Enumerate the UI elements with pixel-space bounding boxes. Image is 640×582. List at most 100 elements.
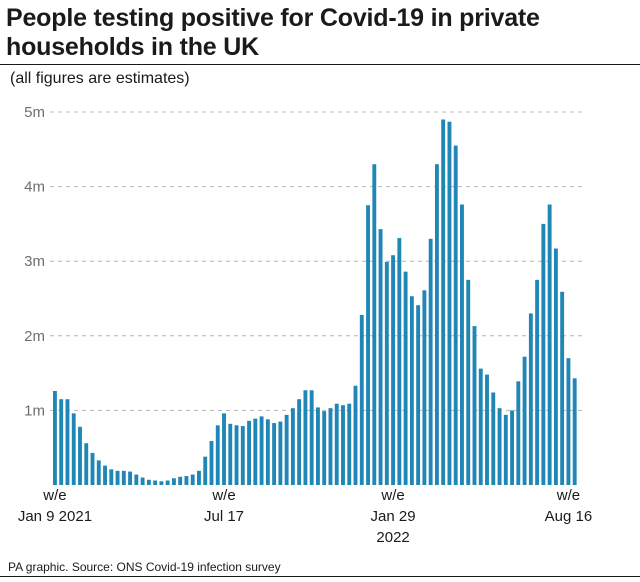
bar: [497, 408, 502, 485]
bar: [265, 419, 270, 485]
bar: [290, 408, 295, 485]
bar: [234, 425, 239, 485]
bar: [441, 119, 446, 486]
bar: [491, 392, 496, 485]
bar: [228, 423, 233, 485]
bar: [121, 470, 126, 485]
bar: [71, 413, 76, 485]
bar: [328, 408, 333, 485]
x-tick-label-line: Jul 17: [204, 508, 244, 525]
bar: [109, 469, 114, 485]
bar: [434, 164, 439, 485]
x-tick-label-line: Jan 29: [371, 508, 416, 525]
bar: [159, 481, 164, 485]
bar: [397, 238, 402, 485]
x-tick-label-line: Jan 9 2021: [18, 508, 92, 525]
bar: [278, 421, 283, 485]
bar: [547, 204, 552, 485]
title-rule: [0, 64, 640, 65]
bar: [447, 121, 452, 485]
bar: [485, 374, 489, 485]
bar: [541, 223, 546, 485]
bar: [566, 358, 571, 485]
x-tick-label: w/e Aug 16: [545, 487, 593, 525]
bar: [259, 416, 264, 485]
bar: [422, 290, 427, 485]
y-tick-label: 1m: [24, 402, 45, 419]
bar: [140, 477, 145, 485]
bar: [146, 479, 151, 485]
bar: [222, 413, 226, 485]
bar: [416, 305, 421, 485]
bar: [115, 470, 120, 485]
bar: [353, 385, 358, 485]
bar: [428, 238, 433, 485]
bar: [384, 261, 389, 485]
y-tick-label: 3m: [24, 253, 45, 270]
y-tick-label: 4m: [24, 179, 45, 196]
bar: [184, 476, 189, 485]
bar: [153, 480, 158, 485]
bar: [309, 390, 314, 485]
bar: [65, 399, 70, 485]
x-tick-label: w/e Jul 17: [204, 487, 244, 525]
bar: [472, 326, 477, 485]
bar: [247, 420, 251, 485]
bar: [103, 465, 107, 485]
bar: [215, 425, 220, 485]
x-tick-label-line: 2022: [376, 529, 409, 546]
bar: [171, 478, 176, 485]
chart-subtitle: (all figures are estimates): [10, 70, 190, 87]
gridlines: [50, 111, 584, 411]
bar: [272, 423, 277, 485]
bar: [572, 378, 577, 485]
bar: [59, 399, 64, 485]
bar: [341, 405, 345, 485]
bar: [128, 471, 133, 485]
chart-title: People testing positive for Covid-19 in …: [6, 4, 540, 61]
bar: [303, 390, 308, 485]
bar: [466, 279, 471, 485]
bar: [366, 205, 370, 485]
bar: [190, 474, 195, 485]
bar: [284, 414, 289, 485]
bar: [535, 279, 540, 485]
bar: [460, 204, 464, 485]
bar: [453, 145, 458, 485]
x-tick-label-line: w/e: [380, 487, 404, 504]
bar: [510, 410, 514, 485]
x-tick-label-line: w/e: [211, 487, 235, 504]
y-tick-label: 5m: [24, 104, 45, 121]
bar: [478, 368, 483, 485]
bar: [134, 474, 139, 485]
x-tick-label-line: Aug 16: [545, 508, 593, 525]
bar: [347, 403, 352, 485]
bar: [378, 229, 383, 485]
bar: [253, 418, 258, 485]
bar: [209, 440, 214, 485]
source-note: PA graphic. Source: ONS Covid-19 infecti…: [8, 560, 281, 574]
bar: [322, 411, 327, 485]
bar: [522, 356, 527, 485]
bar: [503, 414, 508, 485]
bar: [53, 391, 57, 485]
bar: [528, 313, 533, 485]
x-tick-label: w/e Jan 29 2022: [371, 487, 416, 546]
bar: [334, 403, 339, 485]
x-tick-label-line: w/e: [556, 487, 580, 504]
bar: [178, 476, 183, 485]
bar: [84, 443, 89, 485]
bar: [96, 460, 101, 485]
bar: [316, 407, 320, 485]
bar: [560, 291, 565, 485]
bar: [403, 271, 408, 485]
bar: [90, 452, 95, 485]
footer-rule: [0, 576, 640, 577]
bar: [391, 255, 396, 485]
bar: [197, 470, 201, 485]
bar: [516, 381, 521, 485]
bar: [359, 314, 364, 485]
bar: [553, 248, 558, 485]
bar: [409, 296, 414, 485]
